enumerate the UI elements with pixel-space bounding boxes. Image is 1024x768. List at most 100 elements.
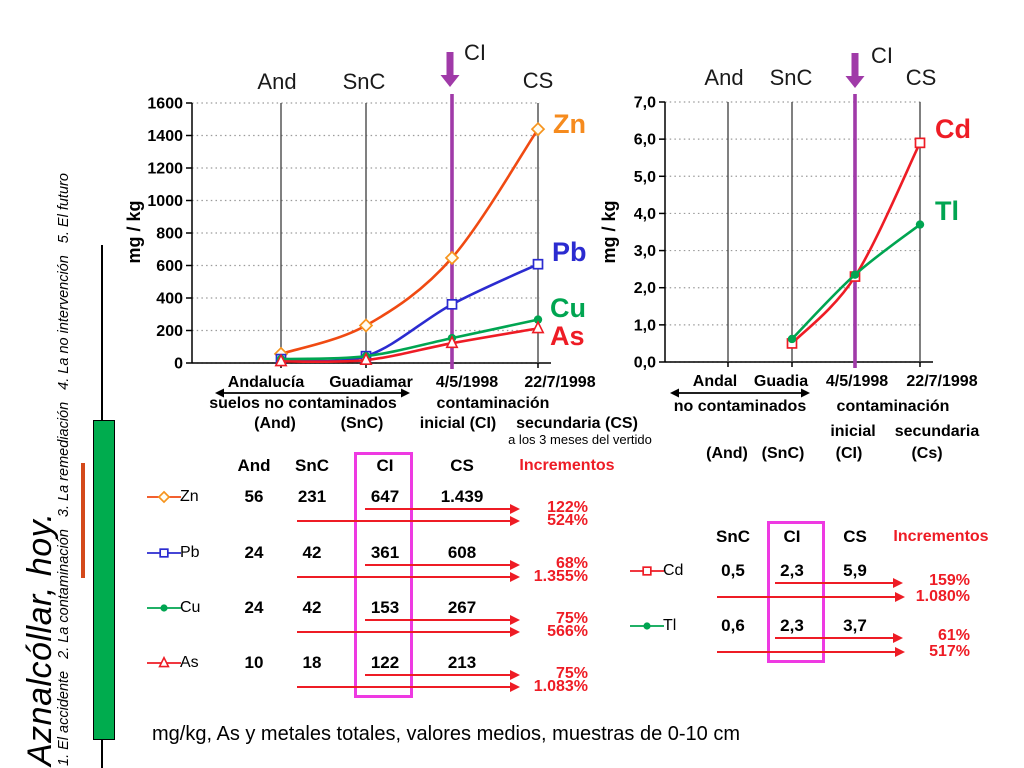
value-as-snc: 18 [302, 653, 322, 672]
top-category-label-and: And [704, 65, 743, 90]
increment-arrow-long [717, 651, 896, 653]
range-arrow-left-head [670, 388, 679, 398]
legend-marker-zn [147, 490, 181, 504]
value-cu-snc: 42 [302, 598, 322, 617]
x-annotation: contaminación [437, 395, 550, 412]
row-label-zn: Zn [180, 488, 199, 505]
y-tick-label: 2,0 [634, 280, 656, 297]
value-cu-ci: 153 [370, 598, 400, 617]
increment-arrow-short [365, 619, 511, 621]
x-annotation: (CI) [836, 445, 863, 462]
ci-column-highlight [354, 452, 413, 698]
increment-pct-ci-cs: 68% [555, 555, 588, 572]
value-zn-cs: 1.439 [440, 487, 484, 506]
x-annotation: (SnC) [341, 415, 384, 432]
increment-pct-ci-cs: 75% [555, 665, 588, 682]
y-axis-title: mg / kg [599, 200, 619, 263]
x-annotation: (Cs) [911, 445, 942, 462]
legend-symbol [642, 566, 652, 576]
range-arrow-right-head [401, 388, 410, 398]
series-line-cu [280, 318, 539, 361]
range-arrow-right-head [801, 388, 810, 398]
increment-arrow-short [775, 637, 894, 639]
increment-arrow-short-head [893, 633, 903, 643]
y-tick-label: 0,0 [634, 355, 656, 372]
value-as-ci: 122 [370, 653, 400, 672]
y-tick-label: 600 [156, 258, 183, 275]
increment-arrow-long-head [510, 627, 520, 637]
row-label-tl: Tl [663, 617, 677, 634]
table-header-cs: CS [450, 456, 474, 475]
series-label-cd: Cd [935, 114, 971, 144]
table-header-and: And [237, 456, 271, 475]
increment-arrow-short-head [510, 504, 520, 514]
top-category-label-and: And [257, 69, 296, 94]
x-annotation: 22/7/1998 [906, 373, 977, 390]
x-annotation: secundaria (CS) [516, 415, 638, 432]
series-label-cu: Cu [550, 293, 586, 323]
increment-arrow-short [365, 564, 511, 566]
legend-symbol [159, 548, 169, 558]
x-annotation: Andal [693, 373, 737, 390]
increment-pct-snc-cs: 1.080% [915, 588, 970, 605]
x-annotation: Andalucía [228, 374, 305, 391]
value-cd-snc: 0,5 [721, 561, 745, 580]
marker-pb [446, 298, 458, 310]
legend-symbol [643, 622, 651, 630]
row-label-as: As [180, 654, 199, 671]
value-pb-ci: 361 [370, 543, 400, 562]
series-label-zn: Zn [553, 109, 586, 139]
increment-pct-snc-cs: 1.355% [533, 568, 588, 585]
y-tick-label: 800 [156, 226, 183, 243]
top-category-label-ci: CI [871, 43, 893, 68]
increment-arrow-short [365, 674, 511, 676]
x-annotation: a los 3 meses del vertido [508, 432, 652, 447]
ci-arrow-head [845, 76, 865, 88]
top-category-label-snc: SnC [770, 65, 813, 90]
x-annotation: 22/7/1998 [524, 374, 595, 391]
legend-symbol [158, 656, 170, 668]
increment-arrow-short [365, 508, 511, 510]
x-annotation: inicial [830, 423, 875, 440]
increment-pct-ci-cs: 159% [929, 572, 970, 589]
marker-tl [915, 220, 925, 229]
value-pb-and: 24 [244, 543, 264, 562]
value-as-cs: 213 [447, 653, 477, 672]
x-annotation: Guadiamar [329, 374, 413, 391]
increment-pct-snc-cs: 1.083% [533, 678, 588, 695]
marker-tl [787, 334, 797, 344]
y-tick-label: 1400 [147, 128, 183, 145]
increment-arrow-short-head [510, 615, 520, 625]
y-tick-label: 0 [174, 356, 183, 373]
x-annotation: inicial (CI) [420, 415, 496, 432]
marker-as [531, 320, 545, 334]
increment-pct-ci-cs: 75% [555, 610, 588, 627]
increment-arrow-long-head [510, 682, 520, 692]
value-pb-cs: 608 [447, 543, 477, 562]
table-header-snc: SnC [716, 527, 750, 546]
value-zn-ci: 647 [370, 487, 400, 506]
increment-arrow-long-head [510, 572, 520, 582]
marker-cd [914, 137, 926, 149]
top-category-label-cs: CS [523, 68, 554, 93]
increment-arrow-long [297, 576, 511, 578]
series-label-as: As [550, 321, 585, 351]
marker-zn [358, 318, 374, 333]
legend-marker-cu [147, 604, 181, 612]
value-tl-ci: 2,3 [780, 616, 804, 635]
table-header-ci: CI [376, 456, 394, 475]
chart-metals: 0 200 400 600 800 1000 1200 1400 1600 And SnC CI CS m… [124, 40, 652, 447]
marker-as [274, 353, 288, 367]
value-cu-and: 24 [244, 598, 264, 617]
value-as-and: 10 [244, 653, 264, 672]
increment-arrow-long [717, 596, 896, 598]
series-label-pb: Pb [552, 237, 587, 267]
row-label-cu: Cu [180, 599, 201, 616]
increment-pct-snc-cs: 524% [547, 512, 588, 529]
chart-cd-tl: 0,0 1,0 2,0 3,0 4,0 5,0 6,0 7,0 And SnC CI CS mg / k… [599, 43, 979, 462]
increment-arrow-long [297, 631, 511, 633]
series-line-as [280, 327, 539, 364]
